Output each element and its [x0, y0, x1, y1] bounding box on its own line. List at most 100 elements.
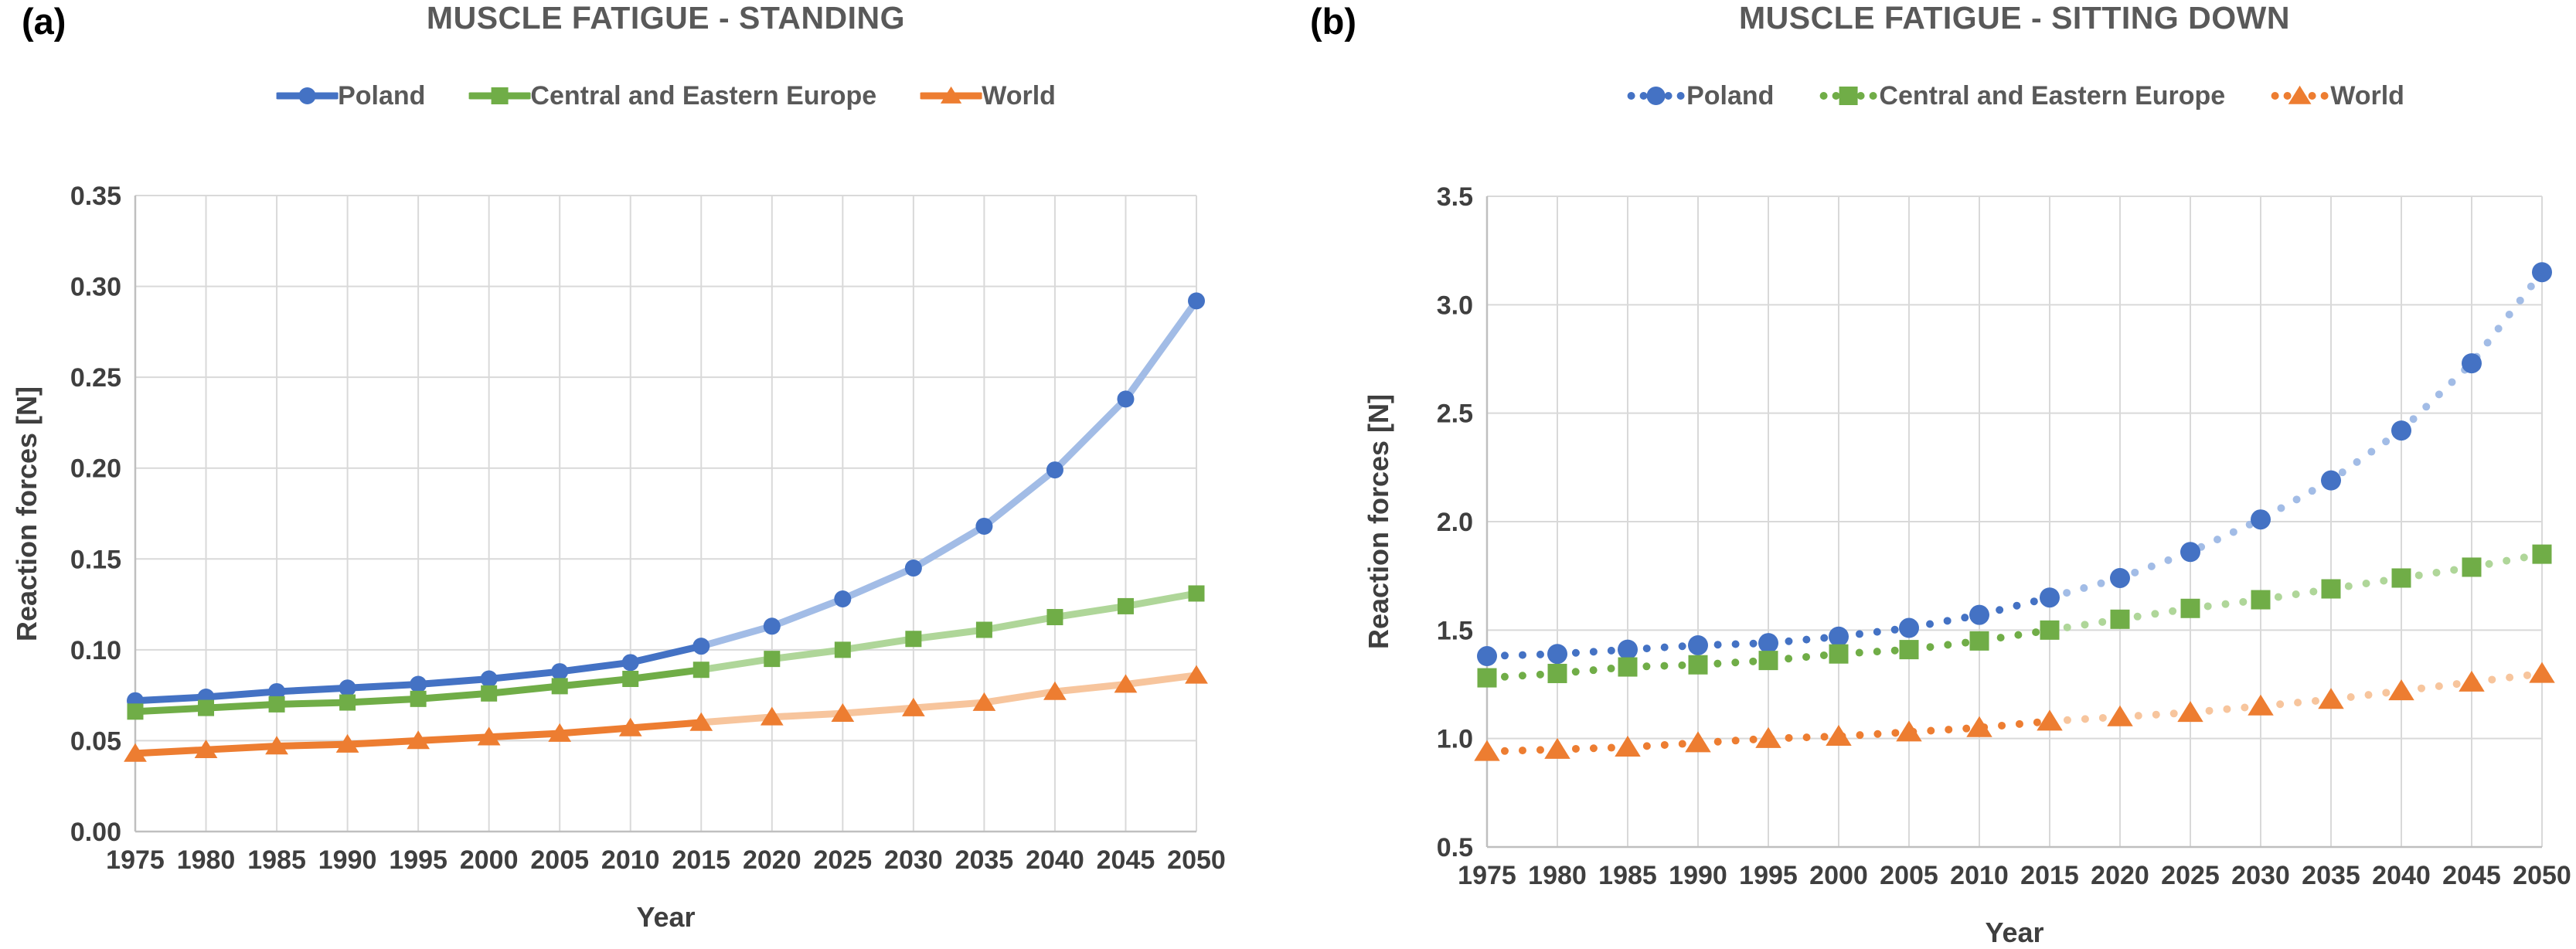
legend-sitting: Poland Central and Eastern Europe World [1625, 80, 2404, 111]
x-tick-label: 2045 [2442, 861, 2501, 890]
cee-dotted-marker-icon [1817, 80, 1879, 111]
data-point-marker [2532, 544, 2552, 564]
poland-dotted-marker-icon [1625, 80, 1686, 111]
data-point-marker [1688, 655, 1708, 675]
legend-standing: Poland Central and Eastern Europe World [274, 80, 1056, 111]
data-point-marker [1688, 634, 1708, 655]
panel-label-a: (a) [22, 1, 66, 42]
square-legend-swatch-icon [466, 87, 533, 104]
y-tick-label: 3.0 [1437, 291, 1473, 320]
data-point-marker [1646, 87, 1666, 105]
y-tick-label: 0.30 [70, 273, 121, 302]
data-point-marker [2110, 567, 2130, 588]
legend-label-poland: Poland [338, 80, 426, 111]
series-line-projection [697, 590, 1200, 674]
legend-item-cee: Central and Eastern Europe [466, 80, 877, 111]
data-point-marker [410, 690, 427, 707]
y-tick-label: 0.15 [70, 545, 121, 574]
data-point-marker [940, 86, 961, 104]
x-tick-label: 2020 [2091, 861, 2149, 890]
y-tick-label: 0.20 [70, 454, 121, 484]
data-point-marker [2180, 542, 2200, 563]
data-point-marker [1618, 639, 1638, 660]
x-tick-label: 1990 [1669, 861, 1727, 890]
data-point-marker [410, 675, 427, 693]
y-tick-label: 0.35 [70, 182, 121, 211]
data-point-marker [2177, 701, 2203, 723]
data-point-marker [1477, 668, 1497, 688]
data-point-marker [1477, 646, 1497, 667]
data-point-marker [622, 670, 639, 687]
data-point-marker [2321, 579, 2341, 599]
x-tick-label: 1985 [1598, 861, 1657, 890]
data-point-marker [2532, 262, 2552, 283]
data-point-marker [2391, 420, 2411, 441]
data-point-marker [1114, 674, 1138, 693]
data-point-marker [2248, 694, 2274, 716]
x-axis-title-sitting: Year [1985, 917, 2044, 948]
legend-label-cee: Central and Eastern Europe [1879, 80, 2226, 111]
y-tick-label: 2.5 [1437, 400, 1473, 429]
data-point-marker [407, 730, 430, 750]
data-point-marker [901, 697, 925, 716]
x-tick-label: 2005 [530, 845, 589, 875]
legend-label-cee: Central and Eastern Europe [530, 80, 877, 111]
data-point-marker [763, 617, 781, 635]
x-tick-label: 2045 [1097, 845, 1155, 875]
data-point-marker [2462, 353, 2482, 374]
chart-title-standing: MUSCLE FATIGUE - STANDING [426, 0, 906, 36]
data-point-marker [1829, 626, 1849, 647]
x-tick-label: 2020 [743, 845, 801, 875]
data-point-marker [2288, 85, 2312, 104]
y-tick-label: 0.00 [70, 818, 121, 847]
data-point-marker [1043, 681, 1067, 700]
legend-item-world: World [917, 80, 1056, 111]
data-point-marker [2321, 470, 2341, 491]
data-point-marker [834, 590, 852, 608]
data-point-marker [339, 694, 356, 711]
square-legend-swatch-icon [1819, 87, 1877, 105]
data-point-marker [2107, 705, 2133, 726]
data-point-marker [1474, 740, 1500, 761]
triangle-legend-swatch-icon [917, 86, 984, 104]
data-point-marker [1969, 631, 1989, 651]
x-tick-label: 2040 [2372, 861, 2431, 890]
data-point-marker [1755, 726, 1781, 748]
data-point-marker [2040, 587, 2060, 608]
data-point-marker [1839, 87, 1858, 105]
data-point-marker [1969, 604, 1989, 625]
data-point-marker [551, 663, 569, 681]
series-line-projection [2046, 669, 2546, 726]
data-point-marker [760, 706, 784, 726]
data-point-marker [2251, 509, 2271, 530]
data-point-marker [194, 739, 218, 758]
data-point-marker [1185, 665, 1208, 684]
x-axis-title-standing: Year [636, 901, 696, 933]
data-point-marker [2462, 557, 2482, 577]
panel-standing: (a) MUSCLE FATIGUE - STANDING Poland Cen… [0, 0, 1288, 944]
data-point-marker [1117, 390, 1135, 408]
world-line-marker-icon [917, 80, 984, 111]
y-tick-label: 0.25 [70, 363, 121, 393]
legend-label-world: World [2330, 80, 2404, 111]
circle-legend-swatch-icon [1627, 87, 1685, 105]
data-point-marker [2037, 709, 2063, 731]
legend-item-poland: Poland [274, 80, 426, 111]
data-point-marker [265, 736, 288, 755]
legend-item-world: World [2268, 80, 2404, 111]
data-point-marker [198, 699, 215, 716]
data-point-marker [2110, 609, 2130, 629]
data-point-marker [268, 696, 285, 713]
data-point-marker [904, 560, 922, 577]
data-point-marker [127, 703, 144, 720]
data-point-marker [618, 717, 642, 736]
data-point-marker [1547, 663, 1567, 683]
data-point-marker [491, 87, 509, 104]
x-tick-label: 2000 [1809, 861, 1868, 890]
data-point-marker [1685, 731, 1711, 753]
x-tick-label: 2035 [2302, 861, 2360, 890]
data-point-marker [548, 723, 572, 742]
cee-line-marker-icon [466, 80, 533, 111]
x-tick-label: 1985 [247, 845, 306, 875]
